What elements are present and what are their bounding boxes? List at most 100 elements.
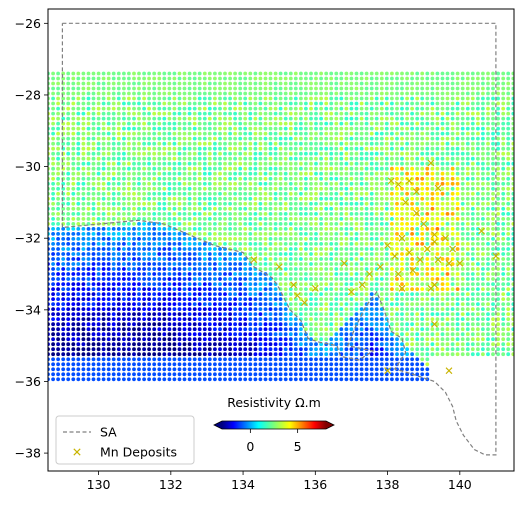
resistivity-point: [329, 121, 334, 126]
resistivity-point: [228, 121, 233, 126]
resistivity-point: [445, 76, 450, 81]
resistivity-point: [278, 146, 283, 151]
resistivity-point: [460, 327, 465, 332]
resistivity-point: [410, 257, 414, 261]
resistivity-point: [491, 302, 495, 306]
resistivity-point: [122, 277, 126, 281]
resistivity-point: [101, 307, 106, 311]
resistivity-point: [177, 252, 182, 256]
resistivity-point: [314, 186, 318, 191]
resistivity-point: [167, 196, 172, 201]
resistivity-point: [96, 76, 101, 81]
resistivity-point: [278, 277, 283, 281]
resistivity-point: [182, 302, 187, 306]
resistivity-point: [218, 312, 222, 316]
resistivity-point: [76, 76, 81, 81]
resistivity-point: [435, 106, 440, 111]
resistivity-point: [268, 166, 273, 171]
resistivity-point: [455, 297, 460, 301]
resistivity-point: [197, 206, 202, 211]
resistivity-point: [207, 302, 212, 306]
resistivity-point: [197, 337, 202, 342]
resistivity-point: [420, 141, 425, 146]
resistivity-point: [364, 116, 369, 121]
resistivity-point: [481, 287, 485, 291]
resistivity-point: [91, 332, 96, 337]
resistivity-point: [71, 307, 76, 311]
resistivity-point: [314, 292, 318, 296]
resistivity-point: [384, 76, 389, 81]
resistivity-point: [455, 136, 460, 141]
resistivity-point: [111, 247, 116, 251]
resistivity-point: [506, 242, 511, 246]
resistivity-point: [213, 327, 217, 332]
resistivity-point: [349, 237, 354, 241]
resistivity-point: [202, 91, 207, 96]
resistivity-point: [430, 151, 435, 156]
resistivity-point: [86, 171, 91, 176]
resistivity-point: [132, 201, 136, 206]
resistivity-point: [415, 312, 420, 316]
resistivity-point: [364, 171, 369, 176]
resistivity-point: [359, 247, 364, 251]
resistivity-point: [390, 262, 394, 266]
resistivity-point: [238, 111, 243, 116]
resistivity-point: [324, 166, 329, 171]
resistivity-point: [116, 121, 121, 126]
resistivity-point: [374, 186, 379, 191]
resistivity-point: [324, 206, 329, 211]
resistivity-point: [400, 287, 404, 291]
resistivity-point: [177, 106, 182, 111]
resistivity-point: [101, 186, 106, 191]
resistivity-point: [233, 186, 238, 191]
resistivity-point: [304, 217, 308, 221]
resistivity-point: [238, 287, 243, 291]
resistivity-point: [374, 181, 379, 186]
resistivity-point: [324, 227, 329, 231]
resistivity-point: [162, 101, 167, 106]
resistivity-point: [116, 91, 121, 96]
resistivity-point: [167, 141, 172, 146]
resistivity-point: [476, 297, 480, 301]
resistivity-point: [465, 151, 470, 156]
resistivity-point: [56, 91, 60, 96]
resistivity-point: [450, 262, 455, 266]
resistivity-point: [91, 206, 96, 211]
resistivity-point: [273, 217, 278, 221]
resistivity-point: [304, 337, 308, 342]
resistivity-point: [324, 91, 329, 96]
resistivity-point: [425, 252, 430, 256]
resistivity-point: [374, 191, 379, 196]
resistivity-point: [202, 277, 207, 281]
resistivity-point: [116, 292, 121, 296]
resistivity-point: [197, 292, 202, 296]
resistivity-point: [122, 181, 126, 186]
resistivity-point: [288, 317, 293, 321]
resistivity-point: [390, 201, 394, 206]
resistivity-point: [379, 111, 384, 116]
resistivity-point: [258, 166, 263, 171]
resistivity-point: [278, 212, 283, 216]
resistivity-point: [101, 267, 106, 271]
resistivity-point: [339, 212, 344, 216]
resistivity-point: [116, 287, 121, 291]
resistivity-point: [496, 121, 500, 126]
resistivity-point: [491, 126, 495, 131]
resistivity-point: [207, 191, 212, 196]
resistivity-point: [56, 171, 60, 176]
resistivity-point: [96, 297, 101, 301]
resistivity-point: [379, 136, 384, 141]
resistivity-point: [122, 196, 126, 201]
resistivity-point: [106, 222, 111, 226]
resistivity-point: [71, 176, 76, 181]
resistivity-point: [228, 222, 233, 226]
resistivity-point: [167, 262, 172, 266]
resistivity-point: [106, 161, 111, 166]
resistivity-point: [51, 282, 55, 286]
resistivity-point: [71, 181, 76, 186]
resistivity-point: [405, 106, 409, 111]
resistivity-point: [106, 317, 111, 321]
resistivity-point: [465, 272, 470, 276]
resistivity-point: [293, 327, 298, 332]
resistivity-point: [470, 217, 475, 221]
